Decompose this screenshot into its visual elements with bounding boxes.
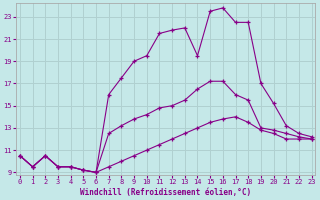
X-axis label: Windchill (Refroidissement éolien,°C): Windchill (Refroidissement éolien,°C) (80, 188, 251, 197)
